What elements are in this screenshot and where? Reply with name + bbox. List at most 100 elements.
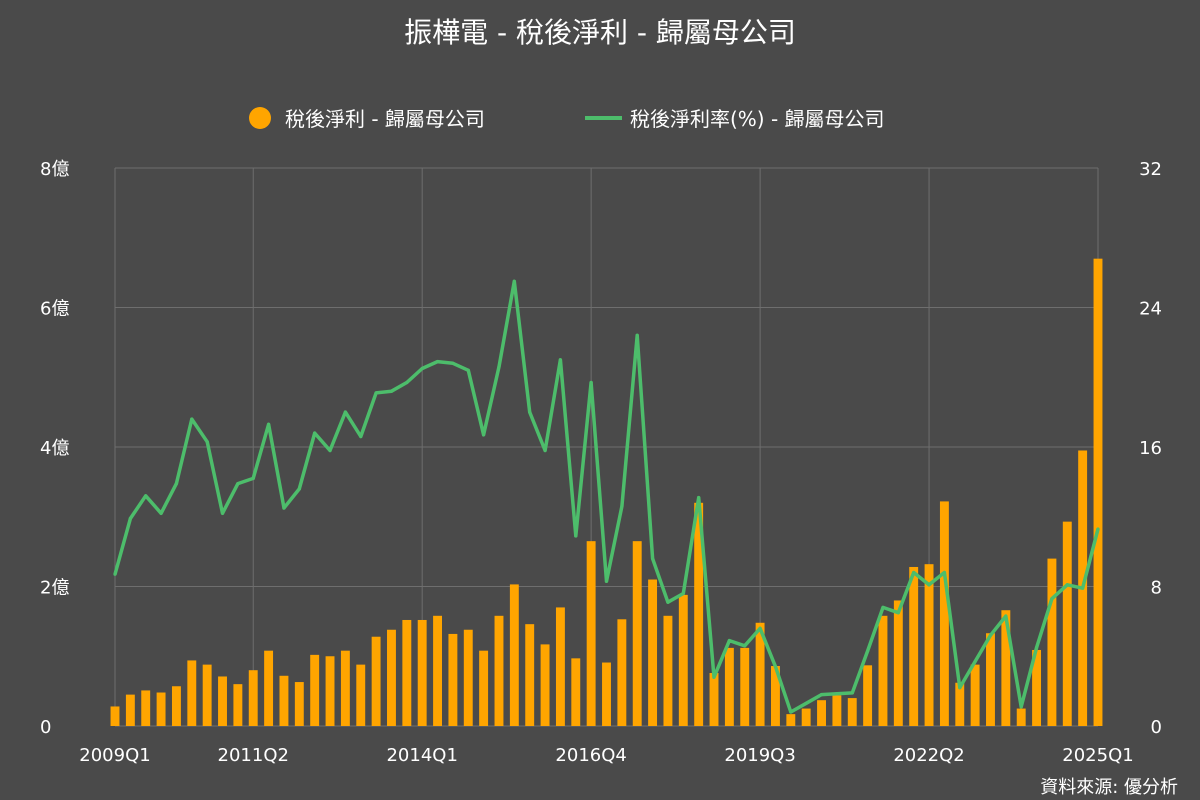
bar (602, 662, 611, 726)
bar (402, 619, 412, 726)
bar (632, 541, 642, 726)
y-left-tick-label: 2億 (40, 578, 69, 599)
y-left-tick-label: 6億 (40, 299, 69, 320)
bar (156, 692, 166, 726)
line-point (266, 422, 271, 426)
bar (417, 619, 427, 726)
line-point (220, 511, 225, 515)
line-point (251, 476, 255, 480)
line-point (435, 359, 440, 364)
line-point (712, 675, 716, 679)
bar (648, 579, 658, 726)
bar (371, 636, 381, 726)
bar (479, 650, 489, 726)
bar (801, 708, 811, 726)
line-point (697, 495, 701, 500)
bar (617, 619, 627, 726)
bar (171, 686, 181, 726)
x-tick-label: 2016Q4 (555, 745, 626, 766)
bar (770, 666, 780, 726)
y-right-tick-label: 32 (1139, 159, 1162, 180)
line-point (666, 600, 670, 604)
line-point (512, 279, 516, 283)
bar (433, 615, 443, 726)
bar (1032, 649, 1042, 726)
line-point (389, 389, 394, 393)
bar (310, 654, 320, 726)
bar (125, 694, 135, 726)
line-point (896, 611, 900, 615)
y-right-tick-label: 8 (1151, 578, 1162, 599)
x-tick-label: 2022Q2 (893, 745, 964, 766)
bar (1001, 610, 1011, 726)
line-point (758, 626, 762, 630)
line-point (128, 516, 132, 521)
line-point (881, 605, 885, 610)
line-point (773, 665, 778, 669)
bar (387, 629, 396, 726)
line-point (282, 506, 286, 510)
line-point (819, 693, 824, 697)
bar (924, 564, 934, 726)
line-point (866, 649, 870, 653)
bar (955, 682, 965, 726)
line-point (113, 572, 117, 576)
bar (986, 633, 995, 726)
bar (663, 615, 673, 726)
bar (832, 695, 842, 726)
bar (786, 714, 796, 726)
bar (1047, 558, 1057, 726)
bar (202, 664, 212, 726)
y-left-tick-label: 8億 (40, 159, 69, 180)
bar (279, 675, 289, 726)
bar (970, 664, 980, 726)
bar (525, 624, 535, 726)
bar (586, 541, 596, 726)
line-point (727, 638, 731, 643)
line-point (604, 579, 609, 583)
bar-series (110, 258, 1103, 726)
bar (356, 664, 366, 726)
line-point (850, 691, 854, 695)
bar (233, 684, 243, 726)
x-tick-label: 2011Q2 (218, 745, 289, 766)
line-point (466, 368, 470, 372)
bar (893, 600, 903, 726)
bar (340, 650, 350, 726)
y-right-tick-label: 0 (1151, 717, 1162, 738)
bar (494, 615, 504, 726)
line-point (574, 534, 578, 538)
legend-line-label: 稅後淨利率(%) - 歸屬母公司 (630, 107, 885, 131)
bar (248, 670, 258, 726)
line-point (620, 504, 624, 508)
bar (141, 690, 151, 726)
line-point (1004, 614, 1008, 618)
bar (325, 656, 335, 726)
y-right-tick-label: 24 (1139, 299, 1162, 320)
line-point (343, 410, 347, 414)
line-point (942, 570, 947, 575)
line-point (681, 591, 685, 596)
line-point (973, 659, 977, 664)
legend-bar-label: 稅後淨利 - 歸屬母公司 (285, 107, 485, 131)
legend: 稅後淨利 - 歸屬母公司 稅後淨利率(%) - 歸屬母公司 (249, 107, 885, 131)
bar (571, 658, 581, 726)
line-point (451, 361, 455, 365)
line-point (650, 557, 655, 561)
line-point (497, 365, 501, 369)
bar (939, 501, 949, 726)
bar (878, 615, 888, 726)
line-point (1096, 527, 1100, 531)
line-point (159, 511, 163, 515)
line-point (359, 434, 363, 439)
source-note: 資料來源: 優分析 (1040, 777, 1178, 798)
bar (509, 584, 519, 726)
line-point (528, 410, 532, 414)
line-point (420, 366, 424, 371)
line-series (113, 279, 1100, 714)
line-point (1034, 645, 1039, 650)
line-point (589, 380, 593, 385)
line-point (328, 448, 332, 453)
bar (755, 622, 765, 726)
